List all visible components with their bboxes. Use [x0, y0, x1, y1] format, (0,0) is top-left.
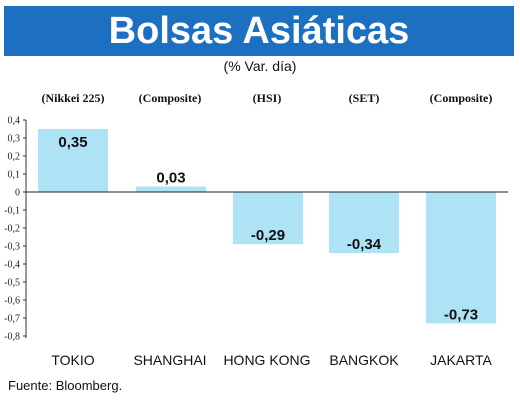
- source-note: Fuente: Bloomberg.: [8, 378, 123, 393]
- title-bar: Bolsas Asiáticas: [4, 6, 514, 56]
- category-label: TOKIO: [51, 352, 94, 368]
- y-tick-label: 0,1: [8, 170, 21, 181]
- y-tick-label: -0,1: [4, 206, 20, 217]
- bar-jakarta: [426, 192, 496, 324]
- bar-shanghai: [136, 186, 206, 192]
- y-tick-label: 0,3: [8, 134, 21, 145]
- bar-hong-kong: [233, 192, 303, 245]
- index-label: (Composite): [430, 91, 493, 105]
- data-label: -0,34: [347, 236, 382, 253]
- y-tick-label: -0,5: [4, 278, 20, 289]
- data-label: -0,29: [251, 227, 285, 244]
- y-tick-label: -0,2: [4, 224, 20, 235]
- data-label: 0,03: [156, 170, 185, 187]
- y-tick-label: 0,4: [8, 116, 21, 127]
- category-label: HONG KONG: [223, 352, 310, 368]
- index-label: (Composite): [139, 91, 202, 105]
- y-tick-label: 0: [15, 188, 20, 199]
- chart-title: Bolsas Asiáticas: [108, 10, 410, 52]
- index-label: (HSI): [253, 91, 282, 105]
- y-tick-label: -0,7: [4, 314, 20, 325]
- index-label: (Nikkei 225): [42, 91, 105, 105]
- category-label: BANGKOK: [329, 352, 399, 368]
- y-tick-label: -0,6: [4, 296, 20, 307]
- y-tick-label: -0,4: [4, 260, 20, 271]
- category-label: SHANGHAI: [133, 352, 206, 368]
- y-tick-label: -0,8: [4, 332, 20, 343]
- y-tick-label: 0,2: [8, 152, 21, 163]
- y-tick-label: -0,3: [4, 242, 20, 253]
- data-label: 0,35: [58, 134, 87, 151]
- bar-tokio: [38, 129, 108, 192]
- chart-subtitle: (% Var. día): [223, 58, 297, 74]
- category-label: JAKARTA: [430, 352, 492, 368]
- bar-bangkok: [329, 192, 399, 254]
- index-label: (SET): [349, 91, 380, 105]
- data-label: -0,73: [444, 306, 478, 323]
